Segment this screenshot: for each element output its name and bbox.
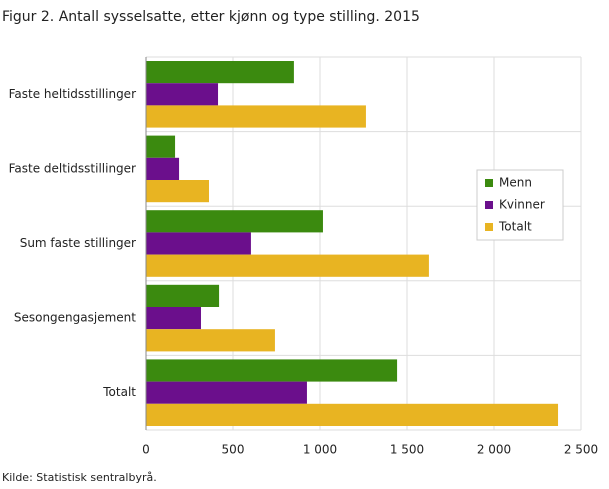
x-tick-label: 500 [222, 443, 245, 457]
bar [146, 403, 559, 426]
bar [146, 232, 251, 255]
bar [146, 157, 180, 180]
bar [146, 105, 366, 128]
y-tick-label: Faste deltidsstillinger [9, 161, 136, 175]
y-tick-label: Sesongengasjement [14, 311, 136, 325]
bar [146, 329, 275, 352]
bar [146, 284, 220, 307]
bar [146, 83, 219, 106]
x-tick-label: 2 000 [477, 443, 511, 457]
x-tick-label: 2 500 [564, 443, 598, 457]
x-tick-label: 0 [142, 443, 150, 457]
legend-swatch [485, 223, 493, 231]
x-tick-label: 1 000 [303, 443, 337, 457]
bar [146, 307, 201, 330]
source: Kilde: Statistisk sentralbyrå. [2, 471, 157, 484]
bar [146, 254, 429, 277]
legend-swatch [485, 179, 493, 187]
legend-label: Kvinner [499, 198, 545, 212]
legend-label: Menn [499, 176, 532, 190]
bar [146, 135, 176, 158]
legend-label: Totalt [498, 220, 532, 234]
bar [146, 210, 323, 233]
bar [146, 180, 209, 203]
x-tick-label: 1 500 [390, 443, 424, 457]
chart-title: Figur 2. Antall sysselsatte, etter kjønn… [2, 9, 420, 25]
bar [146, 359, 398, 382]
y-tick-label: Faste heltidsstillinger [9, 87, 136, 101]
y-tick-label: Sum faste stillinger [20, 236, 136, 250]
y-tick-label: Totalt [102, 385, 136, 399]
bar [146, 381, 307, 404]
legend-swatch [485, 201, 493, 209]
bar [146, 61, 294, 84]
